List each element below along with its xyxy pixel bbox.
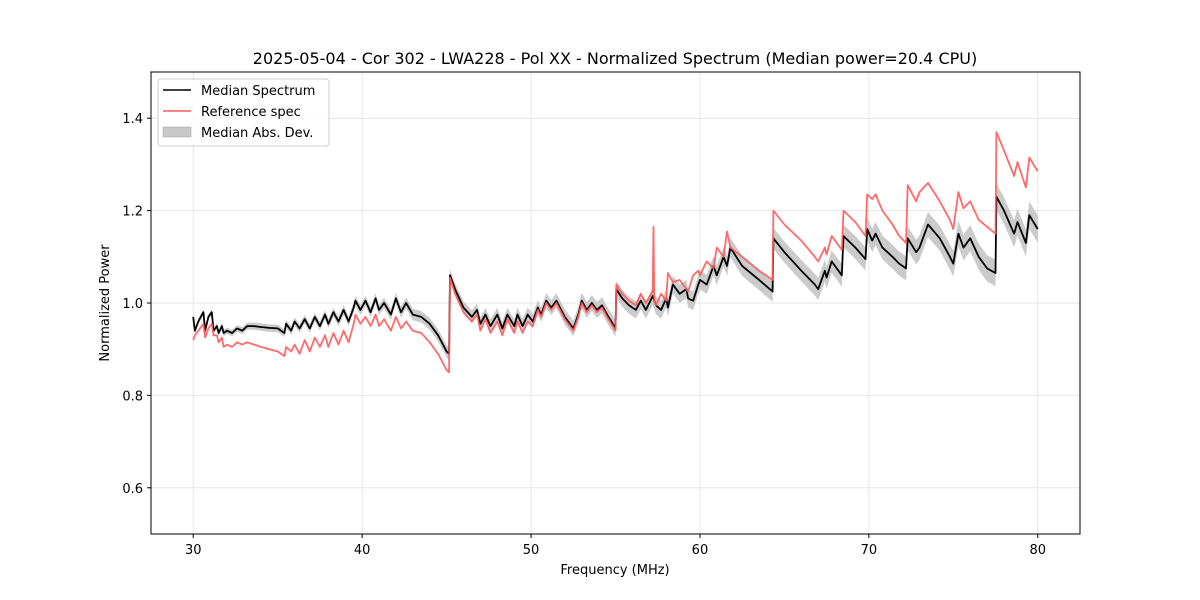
- x-axis-label: Frequency (MHz): [560, 563, 669, 578]
- legend-label-reference: Reference spec: [201, 105, 301, 120]
- x-tick-label: 80: [1029, 543, 1046, 558]
- x-tick-label: 40: [354, 543, 371, 558]
- legend-frame: [157, 78, 330, 147]
- y-tick-label: 0.6: [122, 482, 143, 497]
- plot-area: [192, 131, 1039, 374]
- y-tick-label: 1.2: [122, 205, 143, 220]
- legend-label-mad: Median Abs. Dev.: [201, 126, 313, 141]
- y-tick-label: 1.4: [122, 112, 143, 127]
- grid: [151, 72, 1080, 534]
- legend-swatch-mad: [162, 126, 192, 138]
- y-axis: 0.6 0.8 1.0 1.2 1.4: [122, 112, 151, 497]
- x-tick-label: 70: [861, 543, 878, 558]
- y-axis-label: Normalized Power: [98, 244, 113, 362]
- y-tick-label: 0.8: [122, 389, 143, 404]
- legend-label-median: Median Spectrum: [201, 84, 315, 99]
- x-tick-label: 50: [523, 543, 540, 558]
- x-tick-label: 60: [692, 543, 709, 558]
- x-axis: 30 40 50 60 70 80: [185, 534, 1046, 558]
- x-tick-label: 30: [185, 543, 202, 558]
- median-spectrum-line: [192, 195, 1039, 355]
- reference-spec-line: [192, 131, 1039, 374]
- chart-title: 2025-05-04 - Cor 302 - LWA228 - Pol XX -…: [253, 49, 977, 68]
- y-tick-label: 1.0: [122, 297, 143, 312]
- legend: Median Spectrum Reference spec Median Ab…: [157, 78, 330, 147]
